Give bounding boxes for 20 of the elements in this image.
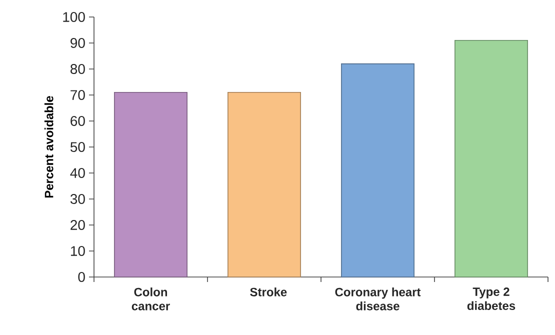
y-tick-label: 20 <box>70 220 85 230</box>
y-tick-label: 0 <box>78 272 85 282</box>
x-tick-label: Colon cancer <box>132 288 170 310</box>
y-tick-label: 50 <box>70 142 85 152</box>
bar <box>114 92 188 278</box>
y-tick-label: 10 <box>70 246 85 256</box>
y-tick-label: 70 <box>70 90 85 100</box>
bar <box>454 40 528 278</box>
y-tick-label: 100 <box>63 12 85 22</box>
x-tick-label: Coronary heart disease <box>335 288 421 310</box>
y-tick-label: 30 <box>70 194 85 204</box>
x-tick-label: Stroke <box>250 288 287 296</box>
y-tick-label: 60 <box>70 116 85 126</box>
y-tick-label: 80 <box>70 64 85 74</box>
x-tick-label: Type 2 diabetes <box>467 288 516 310</box>
y-tick-label: 40 <box>70 168 85 178</box>
bar <box>228 92 301 278</box>
y-tick-label: 90 <box>70 38 85 48</box>
y-axis-title: Percent avoidable <box>44 96 54 198</box>
bar <box>341 63 414 278</box>
